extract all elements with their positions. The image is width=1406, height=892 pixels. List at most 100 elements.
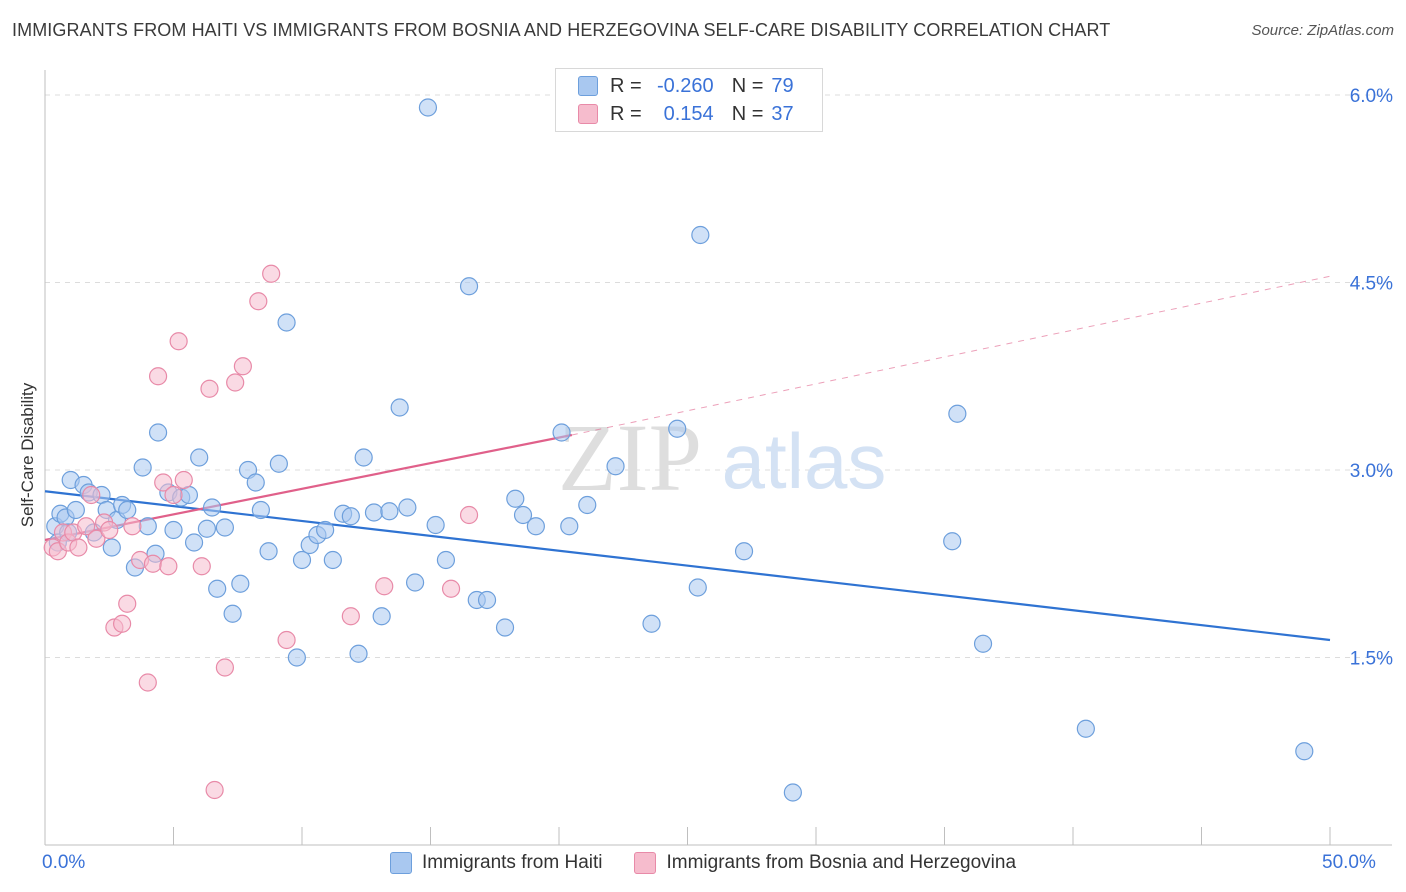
y-tick-labels: 1.5% 3.0% 4.5% 6.0%: [1350, 86, 1393, 670]
legend-r-label: R =: [610, 102, 642, 125]
haiti-point: [1076, 719, 1095, 738]
haiti-point: [259, 542, 278, 561]
source-credit: Source: ZipAtlas.com: [1251, 22, 1394, 39]
bosnia-point: [215, 658, 234, 677]
bosnia-point: [341, 607, 360, 626]
bosnia-point: [77, 517, 96, 536]
haiti-point: [943, 532, 962, 551]
legend-n-label: N =: [731, 74, 764, 97]
y-tick-label: 1.5%: [1350, 649, 1393, 670]
bosnia-point: [277, 630, 296, 650]
legend-n-value: 37: [771, 102, 794, 125]
haiti-point: [606, 457, 625, 476]
chart-title: IMMIGRANTS FROM HAITI VS IMMIGRANTS FROM…: [12, 20, 1111, 40]
haiti-point: [292, 550, 312, 570]
watermark: ZIP atlas: [558, 404, 886, 511]
series-swatch-blue: [389, 852, 412, 874]
grid-lines: [45, 94, 1392, 658]
haiti-point: [354, 448, 373, 467]
haiti-point: [66, 500, 85, 520]
haiti-point: [138, 517, 157, 536]
bosnia-point: [123, 517, 142, 536]
legend-n-label: N =: [731, 102, 764, 125]
legend-r-label: R =: [610, 74, 642, 97]
haiti-point: [380, 502, 399, 521]
haiti-point: [405, 573, 425, 592]
bosnia-point: [226, 373, 245, 392]
bosnia-point: [87, 529, 106, 548]
haiti-point: [184, 533, 204, 552]
legend-swatch-blue: [578, 76, 598, 96]
bosnia-point: [262, 264, 281, 283]
haiti-point: [513, 505, 533, 525]
haiti-point: [148, 423, 168, 442]
bosnia-point: [118, 594, 137, 613]
haiti-point: [208, 579, 227, 598]
y-tick-label: 3.0%: [1350, 461, 1393, 482]
legend-row-haiti: R = -0.260 N = 79: [578, 73, 794, 99]
haiti-point: [223, 604, 242, 623]
haiti-point: [688, 578, 707, 597]
haiti-point: [560, 517, 579, 536]
haiti-point: [642, 614, 661, 633]
haiti-point: [277, 313, 296, 332]
haiti-point: [668, 419, 687, 438]
haiti-point: [197, 519, 217, 538]
series-legend-haiti: Immigrants from Haiti: [389, 852, 603, 874]
haiti-point: [436, 550, 456, 570]
bosnia-point: [192, 557, 211, 576]
bosnia-point: [459, 505, 479, 525]
haiti-point: [552, 423, 571, 442]
watermark-zip: ZIP: [558, 404, 702, 511]
y-axis-label: Self-Care Disability: [18, 382, 37, 528]
bosnia-point: [205, 780, 224, 800]
haiti-point: [526, 517, 545, 536]
haiti-point: [164, 520, 183, 540]
haiti-point: [477, 590, 497, 610]
haiti-point: [691, 225, 710, 245]
bosnia-point: [148, 367, 168, 386]
haiti-point: [783, 783, 802, 802]
haiti-point: [506, 489, 525, 508]
haiti-point: [973, 634, 993, 653]
bosnia-point: [174, 470, 193, 490]
haiti-point: [578, 495, 597, 515]
haiti-point: [390, 398, 409, 417]
series-legend: Immigrants from Haiti Immigrants from Bo…: [0, 852, 1406, 874]
legend-swatch-pink: [578, 104, 598, 124]
bosnia-point: [169, 332, 188, 351]
bosnia-point: [200, 379, 219, 398]
haiti-point: [202, 498, 222, 517]
haiti-point: [495, 618, 515, 637]
legend-r-value: 0.154: [663, 102, 714, 125]
bosnia-point: [138, 673, 157, 692]
haiti-point: [190, 448, 209, 467]
haiti-point: [341, 507, 360, 526]
haiti-point: [215, 518, 234, 537]
series-swatch-pink: [634, 852, 657, 874]
haiti-point: [231, 574, 250, 593]
bosnia-point: [100, 520, 119, 540]
legend-n-value: 79: [771, 74, 794, 97]
correlation-legend: R = -0.260 N = 79 R = 0.154 N = 37: [555, 68, 823, 132]
haiti-point: [316, 520, 335, 540]
series-label-haiti: Immigrants from Haiti: [421, 852, 603, 873]
haiti-point: [269, 454, 288, 473]
bosnia-point: [375, 577, 394, 596]
bosnia-point: [154, 473, 173, 492]
bosnia-point: [164, 485, 183, 505]
haiti-point: [246, 473, 265, 492]
x-tick-label-max: 50.0%: [1322, 852, 1376, 873]
haiti-point: [133, 458, 152, 477]
haiti-point: [459, 277, 479, 296]
bosnia-point: [82, 485, 101, 505]
haiti-point: [251, 500, 270, 520]
bosnia-point: [233, 357, 252, 376]
haiti-point: [323, 550, 342, 570]
haiti-point: [287, 648, 306, 667]
haiti-point: [102, 538, 121, 557]
haiti-point: [948, 404, 967, 423]
bosnia-point: [69, 538, 88, 557]
haiti-point: [426, 515, 445, 535]
haiti-point: [118, 500, 137, 520]
